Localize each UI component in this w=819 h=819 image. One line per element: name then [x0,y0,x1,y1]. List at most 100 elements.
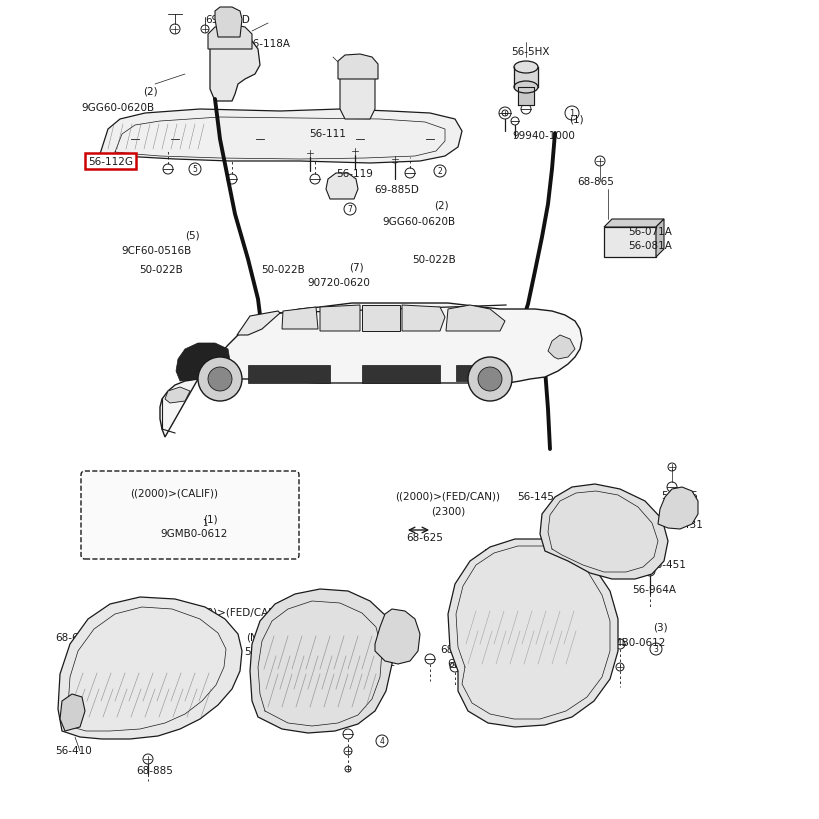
Polygon shape [514,68,537,88]
Text: (1): (1) [202,514,217,523]
Text: 56-5HX: 56-5HX [510,47,549,57]
Polygon shape [446,305,505,332]
Polygon shape [655,219,663,258]
Text: 5: 5 [192,165,197,174]
Circle shape [520,105,531,115]
Text: 1: 1 [568,110,574,119]
Text: 56-410: 56-410 [56,745,93,755]
Text: 50-022B: 50-022B [412,255,455,265]
Polygon shape [282,308,318,329]
Text: 69-885D: 69-885D [206,15,250,25]
Circle shape [256,136,264,144]
Ellipse shape [514,62,537,74]
Circle shape [450,663,459,672]
Circle shape [180,634,190,645]
Circle shape [555,541,563,549]
Text: 56-112G: 56-112G [88,156,133,167]
Circle shape [614,639,624,649]
Polygon shape [361,305,400,332]
Text: ((2000)>(FED/CAN)): ((2000)>(FED/CAN)) [395,491,500,501]
Circle shape [468,358,511,401]
Text: (1): (1) [568,115,582,124]
Circle shape [310,174,319,185]
Text: 56-451: 56-451 [649,559,686,569]
Polygon shape [340,68,374,120]
Text: 68-525: 68-525 [440,645,477,654]
Text: (4): (4) [374,642,389,652]
Circle shape [227,174,237,185]
Text: 69-885D: 69-885D [374,185,419,195]
Text: 50-022B: 50-022B [260,265,305,274]
Circle shape [575,550,583,559]
Circle shape [636,531,643,538]
Text: 68-615B: 68-615B [55,632,99,642]
Polygon shape [337,55,378,80]
Circle shape [355,136,364,144]
Text: 68-625: 68-625 [406,532,443,542]
Text: (2300): (2300) [430,505,464,515]
Text: 4: 4 [379,736,384,745]
Circle shape [477,368,501,391]
Circle shape [224,76,232,84]
Text: (NO.1): (NO.1) [246,632,279,642]
Polygon shape [455,365,487,382]
Polygon shape [604,219,663,228]
Polygon shape [215,8,242,38]
Text: (3): (3) [652,622,667,632]
Text: (2300): (2300) [196,622,230,631]
Circle shape [171,136,179,144]
Text: 56-431: 56-431 [244,646,281,656]
Polygon shape [657,487,697,529]
Text: 68-885: 68-885 [137,765,174,775]
Text: (7): (7) [348,263,363,273]
Polygon shape [326,174,358,200]
Text: 9GMB0-0612: 9GMB0-0612 [328,657,396,667]
Text: 9GMB0-0612: 9GMB0-0612 [161,528,228,538]
Circle shape [342,729,352,739]
Text: 9GG60-0620B: 9GG60-0620B [382,217,455,227]
Polygon shape [361,365,440,383]
Circle shape [197,358,242,401]
Text: 56-119: 56-119 [336,169,373,179]
Text: 9CF60-0516B: 9CF60-0516B [122,246,192,256]
Text: 9GG60-0620B: 9GG60-0620B [81,103,154,113]
Circle shape [163,165,173,174]
Text: 2: 2 [437,167,441,176]
Polygon shape [210,38,260,102]
Bar [604,228,655,258]
Text: 56-431: 56-431 [666,519,703,529]
Text: 68-615B: 68-615B [446,658,491,668]
Text: 90720-0620: 90720-0620 [307,278,370,287]
Text: 56-145: 56-145 [661,491,698,500]
Text: 56-071A: 56-071A [627,227,671,237]
Circle shape [354,80,361,88]
Text: (5): (5) [184,231,199,241]
Circle shape [405,169,414,179]
Circle shape [499,108,510,120]
Polygon shape [60,695,85,731]
Polygon shape [165,387,190,404]
Polygon shape [401,305,445,332]
Circle shape [424,654,434,664]
Text: 68-615B: 68-615B [174,632,219,642]
Circle shape [595,550,604,559]
Polygon shape [176,344,229,382]
Text: 99940-1000: 99940-1000 [512,131,575,141]
Polygon shape [540,484,667,579]
Text: 56-111: 56-111 [310,129,346,139]
Circle shape [450,639,459,649]
Text: (NO.2): (NO.2) [664,505,698,515]
Polygon shape [208,25,251,50]
Text: 56-145: 56-145 [517,491,554,501]
Text: (2): (2) [433,201,448,210]
Circle shape [615,543,623,551]
Text: 7: 7 [347,206,352,215]
Text: 56-461A: 56-461A [482,549,527,559]
Text: ((2000)>(FED/CAN)): ((2000)>(FED/CAN)) [179,607,284,618]
Polygon shape [160,304,581,437]
Text: 9GMB0-0612: 9GMB0-0612 [598,637,665,647]
Text: 1: 1 [202,519,207,528]
Circle shape [150,646,160,656]
Text: 50-022B: 50-022B [139,265,183,274]
Polygon shape [58,597,242,739]
